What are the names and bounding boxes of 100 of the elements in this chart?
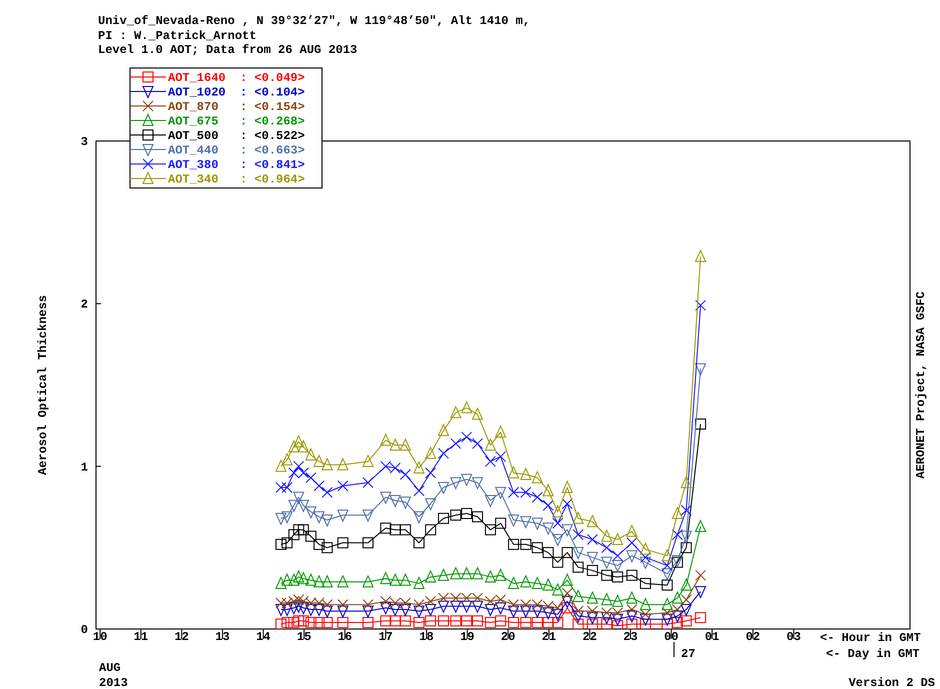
point: [552, 583, 564, 596]
point: [532, 616, 543, 628]
point: [680, 542, 692, 554]
point: [520, 538, 532, 550]
point: [532, 606, 543, 618]
point: [601, 556, 612, 569]
point: [508, 538, 520, 550]
point: [322, 542, 333, 554]
point: [484, 524, 496, 536]
point: [484, 438, 496, 451]
point: [380, 572, 392, 584]
point: [586, 552, 598, 564]
point: [586, 606, 598, 617]
point: [293, 570, 304, 582]
point: [562, 602, 573, 614]
point: [305, 616, 316, 628]
point: [425, 524, 436, 536]
point: [337, 599, 348, 610]
point: [508, 576, 520, 589]
point: [314, 604, 325, 616]
point: [425, 446, 436, 459]
point: [680, 530, 692, 543]
point: [586, 592, 598, 604]
point: [586, 618, 598, 629]
point: [572, 562, 584, 573]
point: [680, 615, 692, 626]
point: [508, 466, 520, 478]
point: [298, 615, 309, 626]
point: [662, 598, 673, 610]
point: [695, 250, 706, 262]
text: 2013: [99, 676, 128, 689]
x-tick-label: 20: [500, 630, 516, 644]
point: [288, 616, 300, 628]
point: [640, 556, 651, 569]
point: [282, 482, 293, 493]
chart-title: Univ_of_Nevada-Reno , N 39°32’27", W 119°48’50", Alt 1410 m,: [98, 14, 530, 28]
point: [495, 486, 506, 499]
y-axis-title: Aerosol Optical Thickness: [36, 294, 50, 476]
point: [400, 604, 411, 616]
point: [695, 520, 706, 532]
point: [362, 575, 374, 588]
point: [400, 496, 411, 509]
point: [275, 597, 286, 608]
point: [552, 505, 564, 518]
point: [626, 550, 638, 562]
point: [362, 616, 374, 628]
point: [508, 616, 520, 628]
legend-label: AOT_1640 : <0.049>: [168, 71, 305, 85]
point: [532, 492, 543, 503]
x-tick-label: 00: [664, 630, 679, 644]
x-tick-label: 19: [460, 630, 474, 644]
point: [337, 575, 348, 588]
text: AERONET Project, NASA GSFC: [914, 291, 928, 479]
point: [288, 529, 300, 540]
point: [461, 615, 472, 626]
point: [305, 574, 316, 586]
point: [461, 401, 472, 414]
point: [362, 606, 374, 618]
point: [601, 618, 612, 629]
point: [640, 614, 651, 626]
point: [672, 507, 683, 520]
point: [626, 618, 638, 629]
point: [612, 550, 624, 562]
point: [484, 616, 496, 628]
point: [305, 506, 316, 518]
point: [495, 426, 506, 438]
point: [672, 529, 683, 540]
point: [572, 512, 584, 524]
point: [662, 568, 673, 580]
point: [298, 602, 309, 614]
point: [626, 524, 638, 537]
point: [586, 612, 598, 624]
point: [337, 458, 348, 470]
y-tick-label: 2: [80, 298, 88, 312]
point: [425, 615, 436, 626]
point: [322, 486, 333, 498]
point: [322, 616, 333, 628]
point: [293, 594, 304, 606]
legend-label: AOT_340 : <0.964>: [168, 172, 305, 186]
point: [438, 424, 449, 436]
point: [337, 510, 348, 522]
point: [662, 560, 673, 572]
point: [640, 542, 651, 555]
point: [680, 476, 692, 488]
point: [495, 451, 506, 462]
point: [586, 534, 598, 546]
point: [532, 471, 543, 484]
point: [472, 567, 483, 580]
point: [562, 588, 573, 599]
point: [662, 549, 673, 562]
point: [542, 500, 554, 511]
point: [640, 578, 651, 589]
point: [414, 606, 425, 618]
point: [601, 593, 612, 606]
point: [414, 485, 425, 496]
point: [508, 514, 520, 527]
point: [461, 508, 472, 520]
point: [586, 564, 598, 576]
point: [680, 578, 692, 591]
point: [626, 570, 638, 581]
